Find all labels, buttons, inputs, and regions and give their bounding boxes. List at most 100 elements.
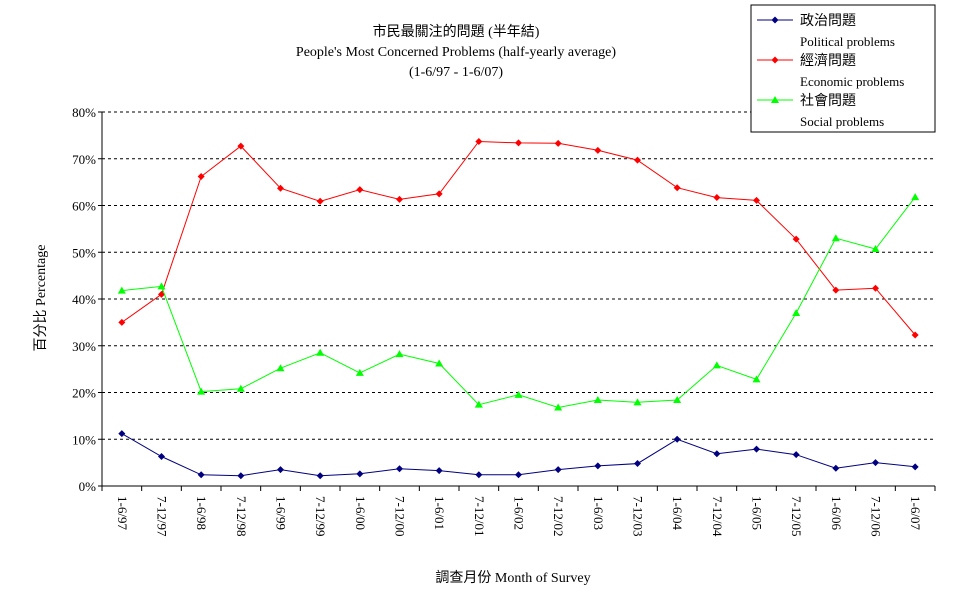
- data-point: [673, 395, 682, 403]
- data-point: [673, 184, 681, 192]
- data-point: [872, 459, 879, 467]
- data-point: [158, 453, 165, 461]
- y-tick-label: 0%: [79, 479, 97, 494]
- y-tick-label: 30%: [72, 339, 96, 354]
- data-point: [197, 387, 206, 395]
- x-axis-tick-labels: 1-6/97 7-12/97 1-6/98 7-12/98 1-6/99 7-12/99 1…: [115, 496, 923, 537]
- data-point: [911, 463, 919, 471]
- y-tick-label: 80%: [72, 105, 96, 120]
- data-point: [277, 466, 284, 474]
- data-point: [157, 282, 166, 290]
- data-point: [435, 467, 443, 475]
- x-tick-label: 7-12/03: [631, 496, 646, 536]
- legend-label: 經濟問題: [800, 53, 856, 69]
- y-tick-label: 60%: [72, 199, 96, 214]
- x-tick-label: 1-6/02: [512, 496, 527, 530]
- data-point: [475, 137, 483, 145]
- x-tick-label: 1-6/04: [670, 496, 685, 530]
- data-point: [118, 318, 126, 326]
- legend-item: 政治問題 Political problems: [757, 13, 895, 49]
- data-point: [872, 284, 879, 292]
- y-tick-label: 10%: [72, 432, 96, 447]
- data-point: [237, 472, 245, 480]
- x-tick-label: 7-12/06: [869, 496, 884, 537]
- series-3: [117, 193, 920, 411]
- data-point: [792, 309, 801, 317]
- data-point: [594, 462, 602, 470]
- legend-label-en: Political problems: [800, 34, 895, 49]
- data-point: [831, 234, 840, 242]
- data-point: [832, 286, 840, 294]
- x-tick-label: 7-12/05: [789, 496, 804, 536]
- legend-label-en: Economic problems: [800, 74, 904, 89]
- x-tick-label: 1-6/01: [432, 496, 447, 530]
- data-point: [792, 235, 800, 243]
- x-tick-label: 7-12/00: [393, 496, 408, 536]
- data-point: [117, 286, 126, 294]
- data-point: [911, 331, 919, 339]
- x-axis-label: 調查月份 Month of Survey: [435, 570, 590, 586]
- data-point: [871, 244, 880, 252]
- x-tick-label: 7-12/99: [313, 496, 328, 536]
- data-point: [158, 290, 165, 298]
- data-point: [396, 195, 403, 203]
- data-point: [197, 471, 205, 479]
- data-point: [593, 395, 602, 403]
- chart-subtitle: People's Most Concerned Problems (half-y…: [296, 45, 616, 60]
- legend-label-en: Social problems: [800, 114, 884, 129]
- x-tick-label: 7-12/97: [155, 496, 170, 537]
- x-tick-label: 1-6/98: [194, 496, 209, 530]
- legend-marker: [771, 16, 779, 24]
- data-point: [118, 430, 126, 438]
- legend: 政治問題 Political problems 經濟問題 Economic probl…: [750, 4, 936, 133]
- x-tick-label: 1-6/07: [908, 496, 923, 530]
- data-point: [356, 186, 364, 194]
- series-line: [121, 196, 916, 409]
- x-tick-label: 7-12/02: [551, 496, 566, 536]
- data-point: [237, 142, 245, 150]
- data-point: [395, 350, 404, 358]
- data-point: [515, 139, 522, 147]
- data-point: [435, 190, 443, 198]
- legend-item: 經濟問題 Economic problems: [757, 53, 904, 89]
- data-point: [753, 196, 760, 204]
- series-group: [117, 137, 920, 480]
- data-point: [475, 471, 483, 479]
- y-tick-label: 70%: [72, 152, 96, 167]
- x-tick-label: 1-6/97: [115, 496, 130, 530]
- data-point: [355, 368, 364, 376]
- y-tick-label: 40%: [72, 292, 96, 307]
- data-point: [435, 359, 444, 367]
- data-point: [832, 464, 840, 472]
- data-point: [594, 146, 602, 154]
- data-point: [634, 156, 641, 164]
- data-point: [276, 364, 285, 372]
- legend-box: [750, 4, 936, 133]
- y-axis-label: 百分比 Percentage: [33, 245, 49, 352]
- data-point: [554, 403, 563, 411]
- data-point: [633, 398, 642, 406]
- gridlines: [98, 111, 935, 487]
- x-tick-label: 1-6/99: [274, 496, 289, 530]
- data-point: [197, 173, 205, 181]
- data-point: [752, 375, 761, 383]
- data-point: [474, 400, 483, 408]
- chart-period: (1-6/97 - 1-6/07): [409, 65, 503, 80]
- axes: [101, 112, 936, 491]
- legend-marker: [771, 96, 779, 103]
- data-point: [753, 445, 760, 453]
- data-point: [712, 361, 721, 369]
- x-tick-label: 1-6/00: [353, 496, 368, 530]
- series-1: [118, 430, 919, 480]
- x-tick-label: 1-6/06: [829, 496, 844, 530]
- data-point: [316, 348, 325, 356]
- data-point: [713, 194, 721, 202]
- data-point: [515, 471, 522, 479]
- data-point: [236, 384, 245, 392]
- data-point: [634, 460, 641, 468]
- chart-title: 市民最關注的問題 (半年結): [373, 23, 540, 40]
- legend-item: 社會問題 Social problems: [757, 93, 884, 129]
- legend-marker: [771, 56, 779, 64]
- series-2: [118, 137, 919, 339]
